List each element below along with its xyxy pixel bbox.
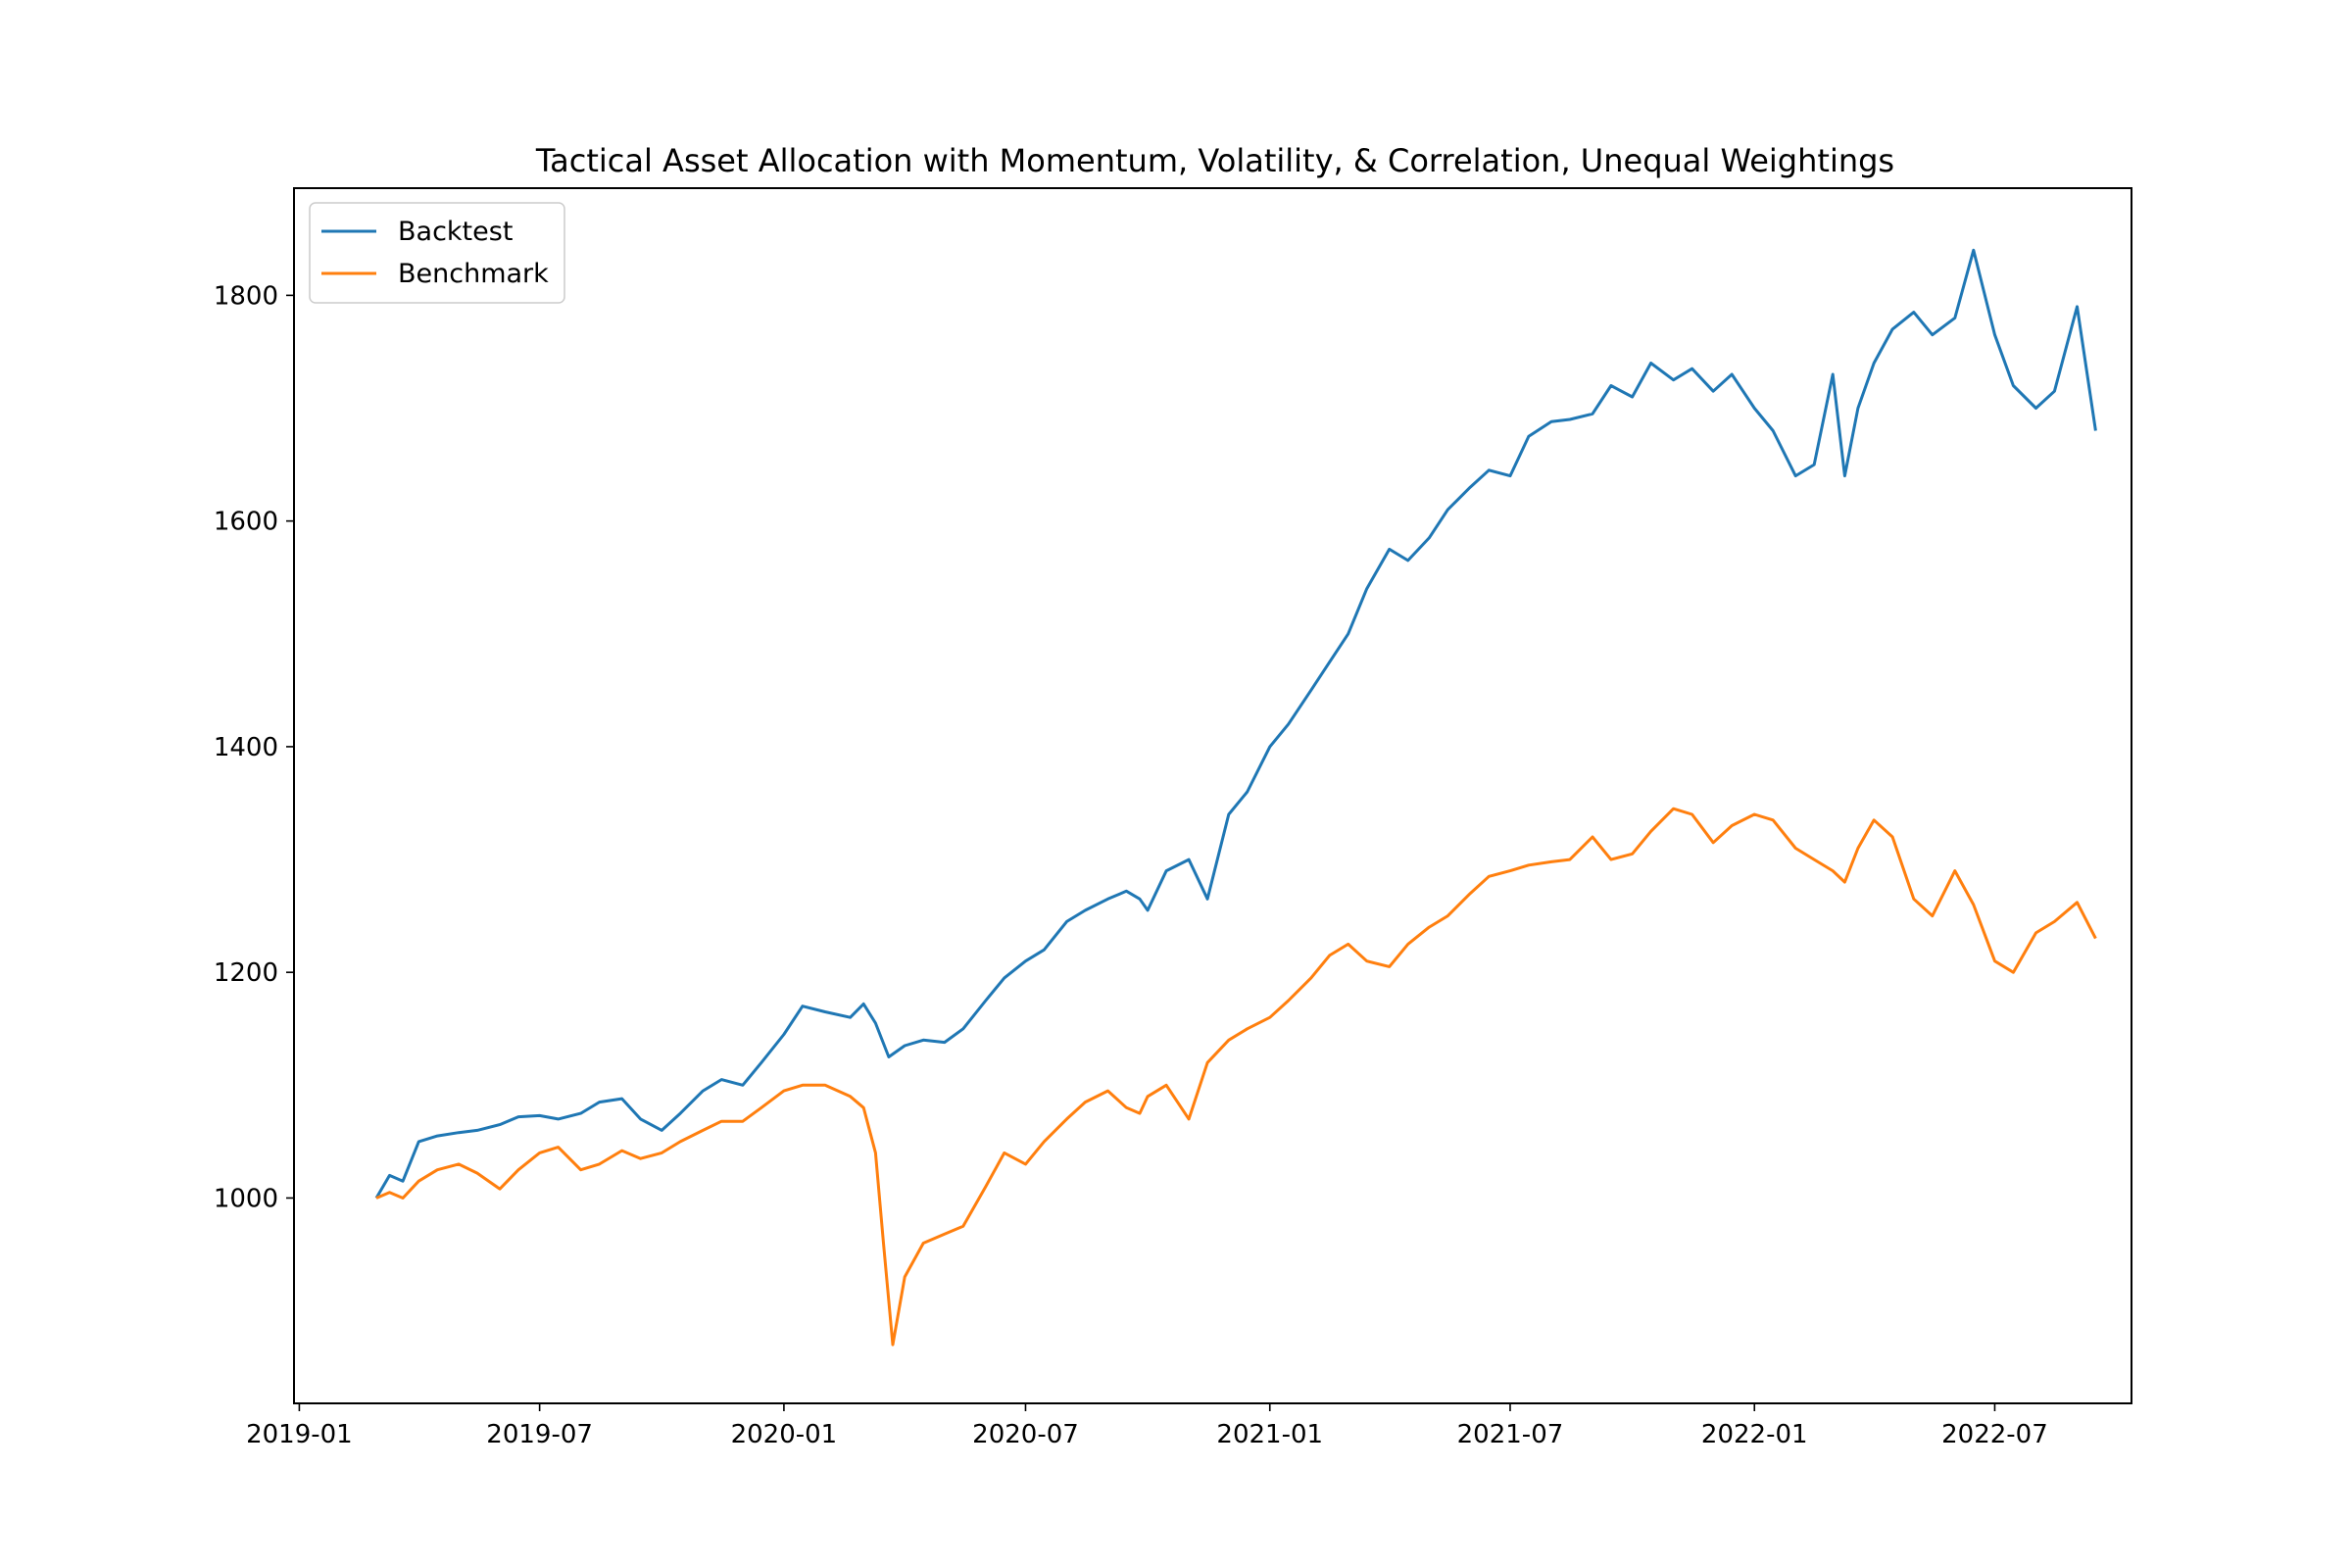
x-tick-label: 2022-01 xyxy=(1701,1420,1808,1449)
chart-title: Tactical Asset Allocation with Momentum,… xyxy=(535,142,1894,179)
x-tick-label: 2022-07 xyxy=(1941,1420,2048,1449)
y-tick-label: 1800 xyxy=(214,281,278,311)
legend: Backtest Benchmark xyxy=(309,202,565,304)
y-tick-label: 1000 xyxy=(214,1184,278,1213)
legend-label: Backtest xyxy=(398,217,513,247)
y-axis: 1000 1200 1400 1600 1800 xyxy=(214,281,294,1213)
x-tick-label: 2020-01 xyxy=(731,1420,838,1449)
y-tick-label: 1200 xyxy=(214,958,278,988)
x-tick-label: 2019-01 xyxy=(246,1420,353,1449)
legend-label: Benchmark xyxy=(398,259,549,289)
x-tick-label: 2019-07 xyxy=(486,1420,593,1449)
series-line-backtest xyxy=(374,248,2097,1200)
x-tick-label: 2021-01 xyxy=(1216,1420,1323,1449)
legend-box xyxy=(309,202,565,304)
series-line-benchmark xyxy=(375,807,2097,1347)
plot-lines xyxy=(374,248,2097,1347)
y-tick-label: 1400 xyxy=(214,733,278,762)
y-tick-label: 1600 xyxy=(214,508,278,537)
x-tick-label: 2020-07 xyxy=(972,1420,1079,1449)
plot-frame xyxy=(293,187,2132,1404)
x-tick-label: 2021-07 xyxy=(1457,1420,1564,1449)
x-axis: 2019-01 2019-07 2020-01 2020-07 2021-01 2021-… xyxy=(246,1403,2048,1449)
